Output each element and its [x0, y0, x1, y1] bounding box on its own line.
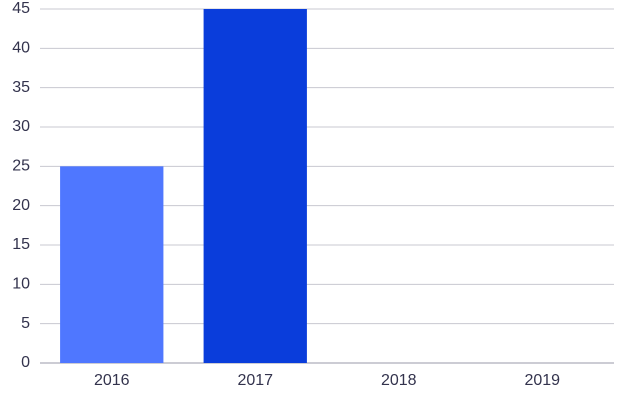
y-tick-label: 10 — [12, 276, 30, 293]
y-tick-label: 25 — [12, 158, 30, 175]
x-tick-label: 2019 — [524, 372, 560, 389]
bar — [203, 9, 307, 363]
x-tick-label: 2016 — [94, 372, 130, 389]
y-tick-label: 15 — [12, 236, 30, 253]
y-tick-label: 0 — [21, 354, 30, 371]
y-tick-label: 35 — [12, 79, 30, 96]
x-tick-label: 2018 — [381, 372, 417, 389]
bar — [60, 166, 164, 363]
y-tick-label: 40 — [12, 40, 30, 57]
x-tick-label: 2017 — [237, 372, 273, 389]
y-tick-label: 20 — [12, 197, 30, 214]
y-tick-label: 5 — [21, 315, 30, 332]
y-tick-label: 30 — [12, 118, 30, 135]
y-tick-label: 45 — [12, 0, 30, 17]
